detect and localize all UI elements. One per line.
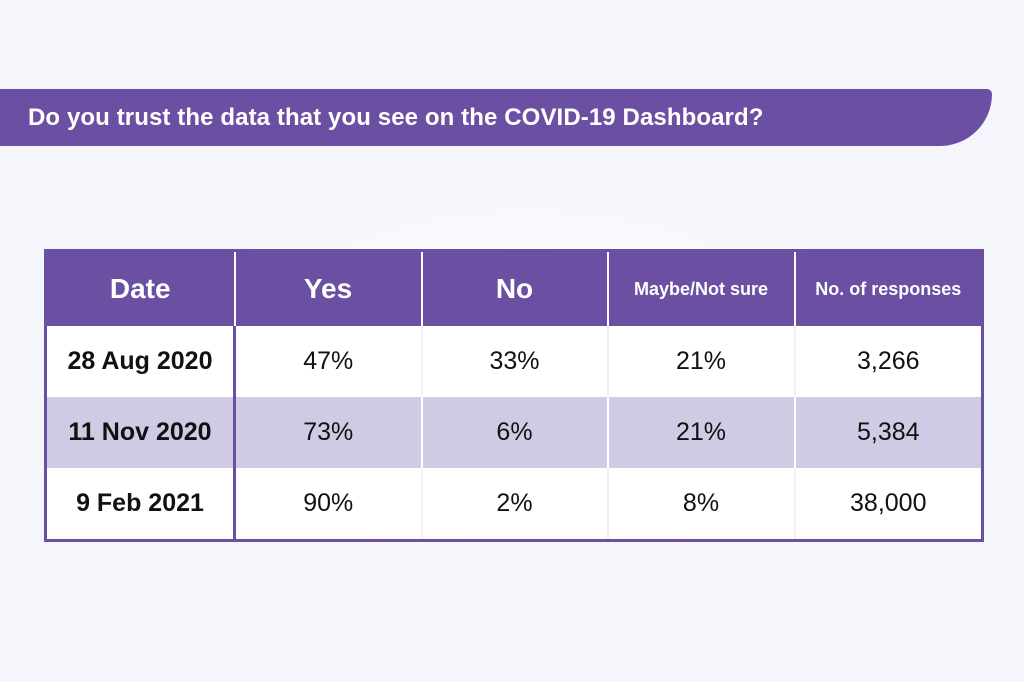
table-header-row: Date Yes No Maybe/Not sure No. of respon… <box>45 250 983 326</box>
yes-cell: 73% <box>233 397 422 468</box>
responses-cell: 38,000 <box>793 468 983 541</box>
survey-results-table: Date Yes No Maybe/Not sure No. of respon… <box>44 249 984 542</box>
yes-cell: 47% <box>233 326 422 397</box>
maybe-cell: 21% <box>606 397 795 468</box>
page-title: Do you trust the data that you see on th… <box>28 104 764 131</box>
responses-cell: 5,384 <box>793 397 983 468</box>
maybe-cell: 21% <box>606 326 795 397</box>
no-cell: 6% <box>420 397 608 468</box>
maybe-cell: 8% <box>606 468 795 541</box>
table-row: 11 Nov 2020 73% 6% 21% 5,384 <box>45 397 983 468</box>
title-banner: Do you trust the data that you see on th… <box>0 89 992 146</box>
column-header-responses: No. of responses <box>793 250 983 326</box>
yes-cell: 90% <box>233 468 422 541</box>
table-row: 28 Aug 2020 47% 33% 21% 3,266 <box>45 326 983 397</box>
table-row: 9 Feb 2021 90% 2% 8% 38,000 <box>45 468 983 541</box>
column-header-no: No <box>420 250 608 326</box>
column-header-date: Date <box>45 250 235 326</box>
date-cell: 9 Feb 2021 <box>45 468 236 541</box>
date-cell: 11 Nov 2020 <box>45 397 236 468</box>
no-cell: 33% <box>420 326 608 397</box>
responses-cell: 3,266 <box>793 326 983 397</box>
date-cell: 28 Aug 2020 <box>45 326 236 397</box>
column-header-yes: Yes <box>233 250 422 326</box>
no-cell: 2% <box>420 468 608 541</box>
column-header-maybe: Maybe/Not sure <box>606 250 795 326</box>
